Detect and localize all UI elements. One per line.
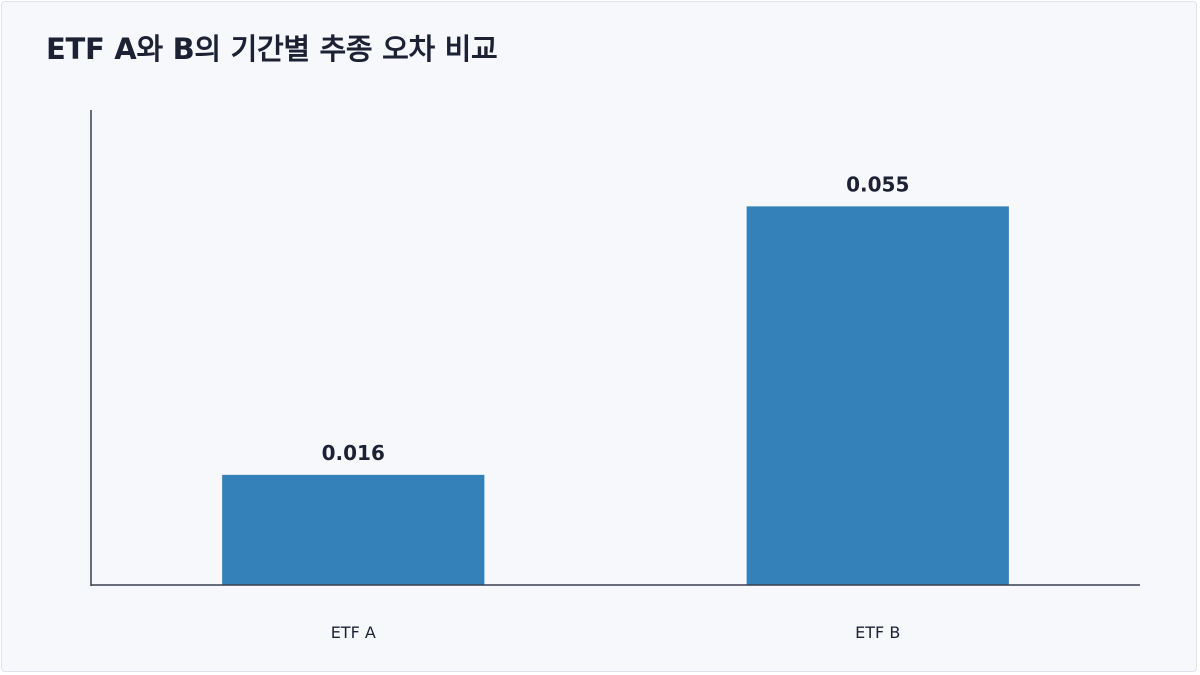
bar-etf-a: [222, 474, 485, 585]
x-tick-label-group: ETF A ETF B: [331, 623, 901, 642]
x-tick-label-etf-b: ETF B: [855, 623, 900, 642]
data-label-etf-b: 0.055: [846, 172, 909, 196]
chart-title: ETF A와 B의 기간별 추종 오차 비교: [46, 32, 498, 66]
bar-group: [222, 206, 1009, 585]
bar-etf-b: [746, 206, 1009, 585]
x-tick-label-etf-a: ETF A: [331, 623, 376, 642]
data-label-etf-a: 0.016: [322, 441, 385, 465]
data-label-group: 0.016 0.055: [322, 172, 910, 464]
